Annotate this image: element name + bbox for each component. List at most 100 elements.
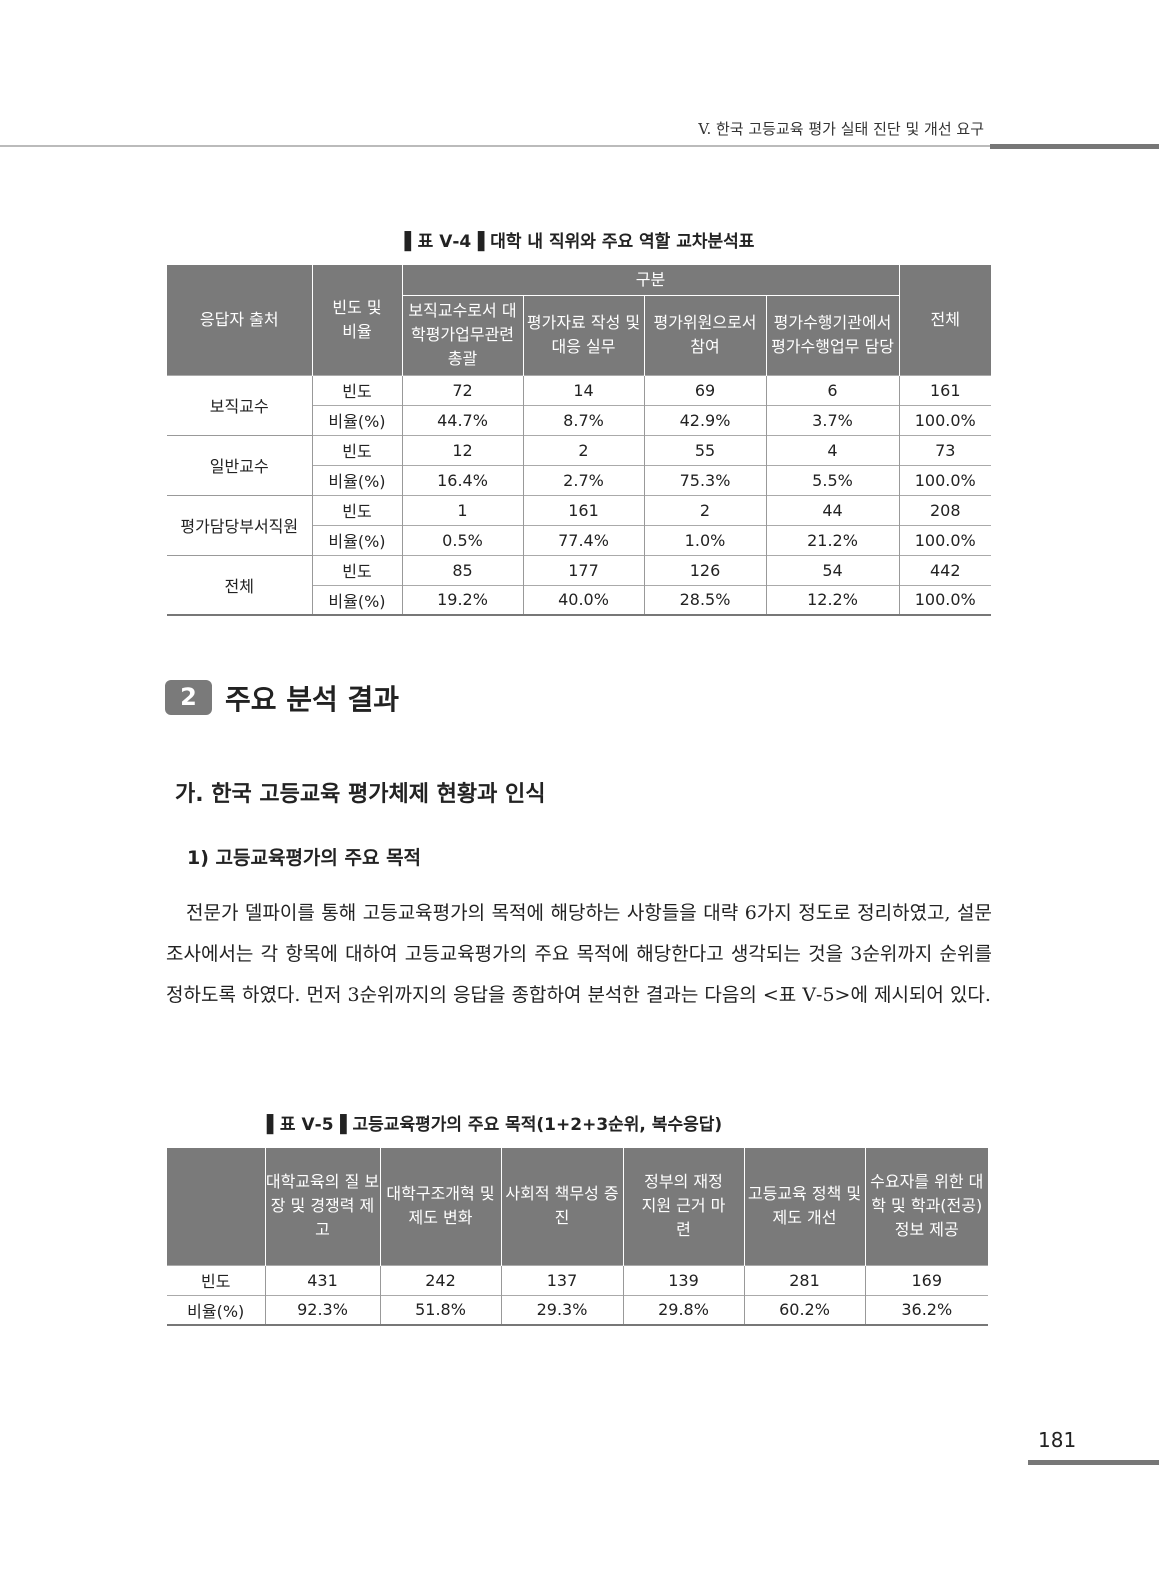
header-rule (0, 145, 990, 147)
cell: 281 (743, 1264, 865, 1295)
cell: 242 (379, 1264, 501, 1295)
table-row: 비율(%) 0.5% 77.4% 1.0% 21.2% 100.0% (167, 524, 992, 555)
cell: 42.9% (643, 404, 766, 435)
header-col: 사회적 책무성 증진 (500, 1148, 623, 1265)
row-label: 비율(%) (311, 464, 402, 495)
cell: 4 (765, 434, 900, 465)
table2: 대학교육의 질 보장 및 경쟁력 제고 대학구조개혁 및 제도 변화 사회적 책… (167, 1148, 988, 1326)
cell: 5.5% (765, 464, 900, 495)
cell: 100.0% (898, 524, 992, 555)
footer-bar (1028, 1460, 1159, 1465)
table-row-freq: 빈도 431 242 137 139 281 169 (167, 1264, 988, 1295)
cell: 29.8% (622, 1294, 744, 1325)
cell: 126 (643, 554, 766, 585)
cell: 3.7% (765, 404, 900, 435)
cell: 77.4% (522, 524, 644, 555)
cell: 139 (622, 1264, 744, 1295)
cell: 73 (898, 434, 992, 465)
cell: 177 (522, 554, 644, 585)
row-label: 빈도 (311, 494, 402, 525)
table1-caption: ▌표 Ⅴ-4▐ 대학 내 직위와 주요 역할 교차분석표 (404, 232, 755, 252)
header-col: 대학교육의 질 보장 및 경쟁력 제고 (264, 1148, 380, 1265)
cell: 1.0% (643, 524, 766, 555)
header-col: 평가수행기관에서 평가수행업무 담당 (765, 295, 900, 375)
row-label: 비율(%) (311, 524, 402, 555)
header-col: 보직교수로서 대학평가업무관련 총괄 (401, 295, 523, 375)
cell: 85 (401, 554, 523, 585)
cell: 12 (401, 434, 523, 465)
cell: 431 (264, 1264, 380, 1295)
table2-caption: ▌표 Ⅴ-5▐ 고등교육평가의 주요 목적(1+2+3순위, 복수응답) (266, 1115, 723, 1135)
header-source: 응답자 출처 (167, 265, 312, 375)
cell: 28.5% (643, 584, 766, 615)
table-row: 일반교수 빈도 12 2 55 4 73 (167, 434, 992, 496)
cell: 2.7% (522, 464, 644, 495)
cell: 169 (864, 1264, 988, 1295)
header-empty (167, 1148, 265, 1265)
table-row: 전체 빈도 85 177 126 54 442 (167, 554, 992, 616)
cell: 16.4% (401, 464, 523, 495)
cell: 19.2% (401, 584, 523, 615)
cell: 2 (643, 494, 766, 525)
row-label: 비율(%) (311, 584, 402, 615)
row-label: 빈도 (311, 374, 402, 405)
cell: 21.2% (765, 524, 900, 555)
header-total: 전체 (898, 265, 992, 375)
cell: 100.0% (898, 464, 992, 495)
cell: 0.5% (401, 524, 523, 555)
header-col: 고등교육 정책 및 제도 개선 (743, 1148, 865, 1265)
header-bar (990, 144, 1159, 149)
cell: 72 (401, 374, 523, 405)
cell: 442 (898, 554, 992, 585)
cell: 92.3% (264, 1294, 380, 1325)
header-measure: 빈도 및 비율 (311, 265, 402, 375)
table-row: 평가담당부서직원 빈도 1 161 2 44 208 (167, 494, 992, 556)
cell: 208 (898, 494, 992, 525)
header-col: 정부의 재정 지원 근거 마련 (622, 1148, 744, 1265)
cell: 8.7% (522, 404, 644, 435)
subsubsection-title: 1) 고등교육평가의 주요 목적 (187, 847, 422, 869)
cell: 6 (765, 374, 900, 405)
cell: 40.0% (522, 584, 644, 615)
row-group-label: 전체 (167, 554, 312, 616)
section-number-badge: 2 (165, 680, 212, 715)
header-col: 대학구조개혁 및 제도 변화 (379, 1148, 501, 1265)
header-col: 평가위원으로서 참여 (643, 295, 766, 375)
table-row: 비율(%) 19.2% 40.0% 28.5% 12.2% 100.0% (167, 584, 992, 615)
row-label: 비율(%) (167, 1294, 265, 1325)
cell: 137 (500, 1264, 623, 1295)
table-row-pct: 비율(%) 92.3% 51.8% 29.3% 29.8% 60.2% 36.2… (167, 1294, 988, 1325)
table-row: 비율(%) 44.7% 8.7% 42.9% 3.7% 100.0% (167, 404, 992, 435)
row-group-label: 평가담당부서직원 (167, 494, 312, 556)
table1: 응답자 출처 빈도 및 비율 구분 전체 보직교수로서 대학평가업무관련 총괄 … (167, 265, 992, 616)
cell: 55 (643, 434, 766, 465)
cell: 69 (643, 374, 766, 405)
header-group: 구분 (401, 265, 900, 296)
body-paragraph: 전문가 델파이를 통해 고등교육평가의 목적에 해당하는 사항들을 대략 6가지… (166, 902, 992, 1006)
subsection-title: 가. 한국 고등교육 평가체제 현황과 인식 (175, 782, 546, 807)
row-label: 빈도 (311, 434, 402, 465)
header-col: 수요자를 위한 대학 및 학과(전공) 정보 제공 (864, 1148, 988, 1265)
cell: 1 (401, 494, 523, 525)
cell: 44 (765, 494, 900, 525)
row-label: 빈도 (311, 554, 402, 585)
cell: 60.2% (743, 1294, 865, 1325)
header-col: 평가자료 작성 및 대응 실무 (522, 295, 644, 375)
section-title: 주요 분석 결과 (225, 683, 400, 716)
cell: 44.7% (401, 404, 523, 435)
row-label: 비율(%) (311, 404, 402, 435)
cell: 161 (522, 494, 644, 525)
table-row: 비율(%) 16.4% 2.7% 75.3% 5.5% 100.0% (167, 464, 992, 495)
page-number: 181 (1038, 1428, 1077, 1452)
cell: 51.8% (379, 1294, 501, 1325)
cell: 100.0% (898, 404, 992, 435)
cell: 14 (522, 374, 644, 405)
table-row: 보직교수 빈도 72 14 69 6 161 (167, 374, 992, 436)
row-group-label: 일반교수 (167, 434, 312, 496)
cell: 12.2% (765, 584, 900, 615)
cell: 100.0% (898, 584, 992, 615)
cell: 161 (898, 374, 992, 405)
cell: 75.3% (643, 464, 766, 495)
row-label: 빈도 (167, 1264, 265, 1295)
cell: 54 (765, 554, 900, 585)
